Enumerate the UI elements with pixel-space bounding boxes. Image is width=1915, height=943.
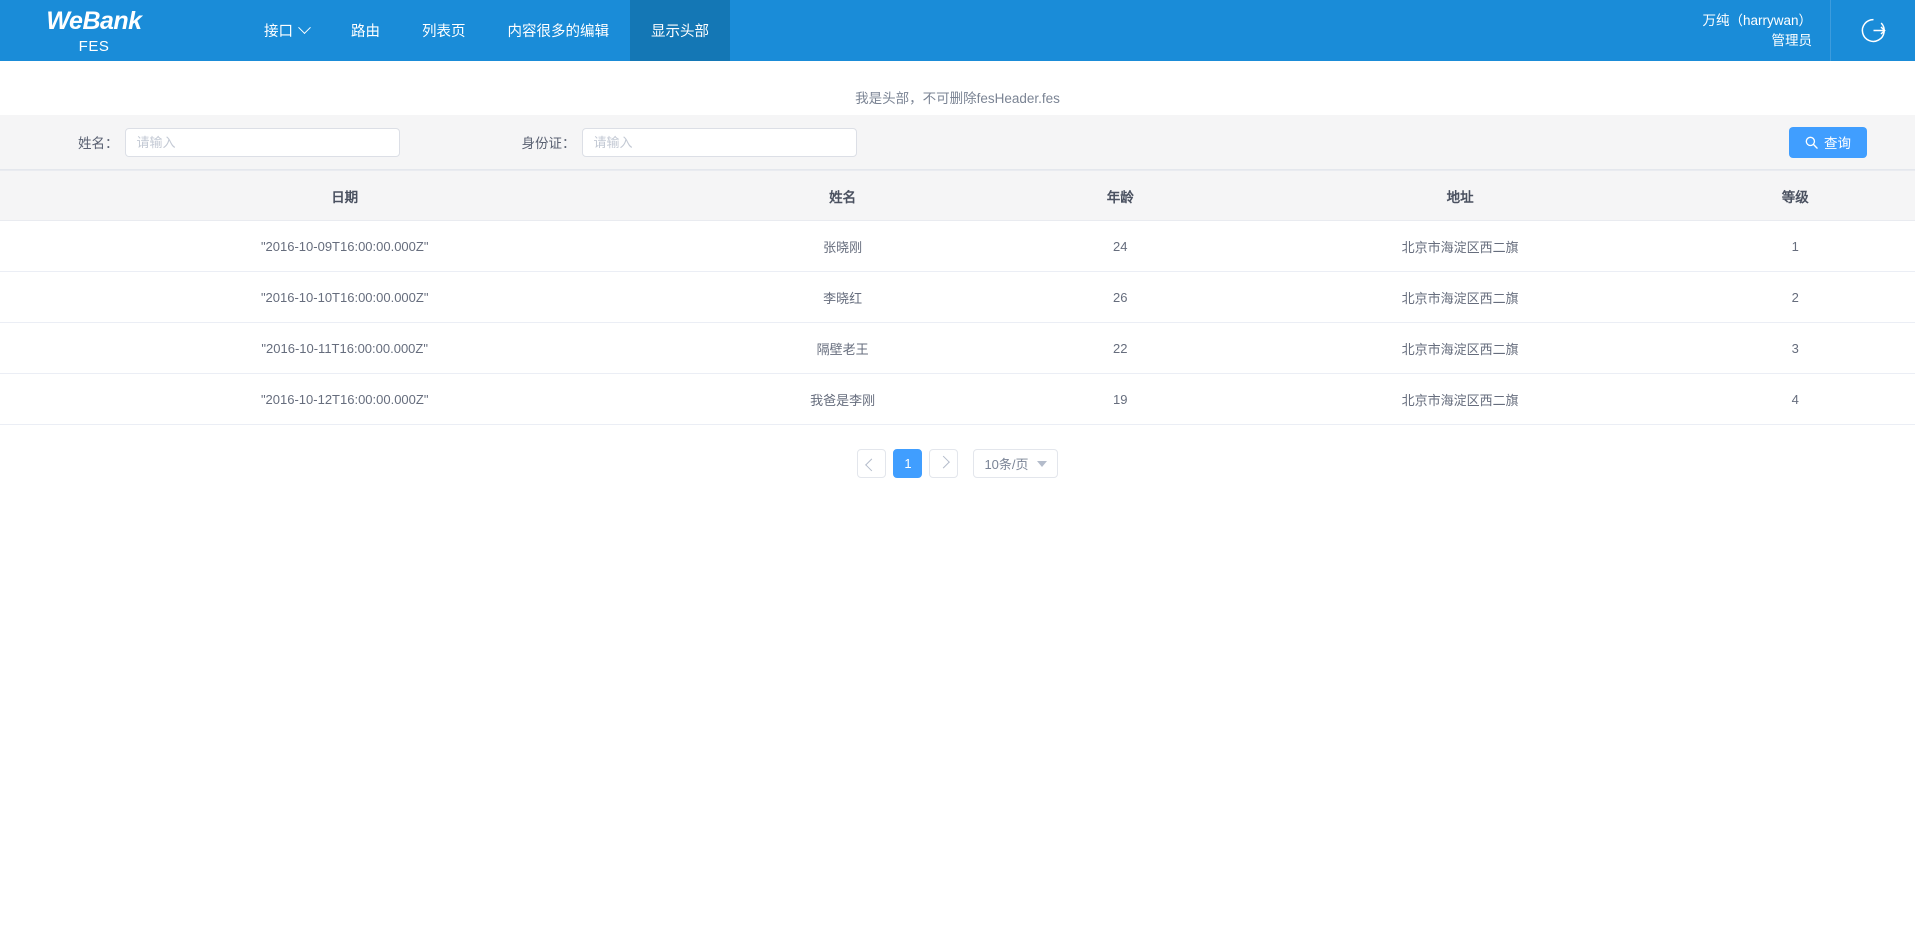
nav-item-label: 列表页 xyxy=(422,24,466,40)
nav-item-list-page[interactable]: 列表页 xyxy=(401,0,487,61)
filter-field-id-card: 身份证： xyxy=(521,127,857,157)
cell-name: 张晓刚 xyxy=(689,220,996,272)
table-row[interactable]: "2016-10-11T16:00:00.000Z" 隔壁老王 22 北京市海淀… xyxy=(0,322,1915,374)
chevron-down-icon xyxy=(298,21,311,35)
logout-button[interactable] xyxy=(1831,0,1915,61)
column-header-name[interactable]: 姓名 xyxy=(689,170,996,221)
cell-address: 北京市海淀区西二旗 xyxy=(1244,373,1676,425)
user-name: 万纯（harrywan） xyxy=(1702,12,1812,28)
cell-level: 3 xyxy=(1675,322,1915,374)
table-header-row: 日期 姓名 年龄 地址 等级 xyxy=(0,170,1915,221)
cell-age: 22 xyxy=(995,322,1245,374)
column-header-level[interactable]: 等级 xyxy=(1675,170,1915,221)
table-row[interactable]: "2016-10-10T16:00:00.000Z" 李晓红 26 北京市海淀区… xyxy=(0,271,1915,323)
cell-name: 隔壁老王 xyxy=(689,322,996,374)
nav-item-rich-editor[interactable]: 内容很多的编辑 xyxy=(487,0,631,61)
brand-logo-text: WeBank xyxy=(46,7,142,35)
cell-address: 北京市海淀区西二旗 xyxy=(1244,271,1676,323)
nav-item-show-header[interactable]: 显示头部 xyxy=(630,0,730,61)
name-field-label: 姓名： xyxy=(78,136,119,151)
nav-item-label: 内容很多的编辑 xyxy=(507,24,610,40)
cell-address: 北京市海淀区西二旗 xyxy=(1244,220,1676,272)
pagination: 1 10条/页 xyxy=(0,449,1915,478)
logout-icon xyxy=(1861,18,1886,43)
nav-items-list: 接口 路由 列表页 内容很多的编辑 显示头部 xyxy=(243,0,730,61)
chevron-right-icon xyxy=(937,455,951,469)
nav-item-label: 接口 xyxy=(264,24,293,40)
cell-level: 1 xyxy=(1675,220,1915,272)
cell-date: "2016-10-10T16:00:00.000Z" xyxy=(0,271,690,323)
pagination-page-1[interactable]: 1 xyxy=(893,449,923,478)
top-navigation-bar: WeBank FES 接口 路由 列表页 内容很多的编辑 显示头部 万纯（har… xyxy=(0,0,1915,61)
table-row[interactable]: "2016-10-12T16:00:00.000Z" 我爸是李刚 19 北京市海… xyxy=(0,373,1915,425)
user-role: 管理员 xyxy=(1771,32,1813,48)
search-button-label: 查询 xyxy=(1824,136,1851,151)
nav-item-label: 路由 xyxy=(351,24,380,40)
filter-toolbar: 姓名： 身份证： 查询 xyxy=(0,115,1915,170)
chevron-left-icon xyxy=(865,458,879,472)
cell-date: "2016-10-12T16:00:00.000Z" xyxy=(0,373,690,425)
brand-subtitle: FES xyxy=(78,38,110,55)
page-size-select[interactable]: 10条/页 xyxy=(973,449,1058,478)
search-button[interactable]: 查询 xyxy=(1789,126,1867,158)
table-body: "2016-10-09T16:00:00.000Z" 张晓刚 24 北京市海淀区… xyxy=(0,220,1915,425)
cell-level: 4 xyxy=(1675,373,1915,425)
user-info-block[interactable]: 万纯（harrywan） 管理员 xyxy=(1702,0,1831,61)
nav-spacer xyxy=(730,0,1702,61)
id-card-input[interactable] xyxy=(581,127,857,157)
search-icon xyxy=(1805,136,1818,149)
cell-name: 李晓红 xyxy=(689,271,996,323)
cell-age: 26 xyxy=(995,271,1245,323)
brand-logo-block[interactable]: WeBank FES xyxy=(0,0,188,61)
caret-down-icon xyxy=(1036,460,1047,467)
cell-address: 北京市海淀区西二旗 xyxy=(1244,322,1676,374)
table-head: 日期 姓名 年龄 地址 等级 xyxy=(0,170,1915,221)
pagination-next-button[interactable] xyxy=(929,449,959,478)
data-table-container: 日期 姓名 年龄 地址 等级 "2016-10-09T16:00:00.000Z… xyxy=(0,170,1915,425)
filter-field-name: 姓名： xyxy=(78,127,400,157)
column-header-address[interactable]: 地址 xyxy=(1244,170,1676,221)
id-card-field-label: 身份证： xyxy=(521,136,576,151)
pagination-prev-button[interactable] xyxy=(857,449,887,478)
nav-item-label: 显示头部 xyxy=(651,24,709,40)
cell-date: "2016-10-09T16:00:00.000Z" xyxy=(0,220,690,272)
header-notice-text: 我是头部，不可删除fesHeader.fes xyxy=(0,79,1915,115)
nav-item-route[interactable]: 路由 xyxy=(330,0,401,61)
cell-age: 19 xyxy=(995,373,1245,425)
cell-age: 24 xyxy=(995,220,1245,272)
column-header-age[interactable]: 年龄 xyxy=(995,170,1245,221)
cell-name: 我爸是李刚 xyxy=(689,373,996,425)
column-header-date[interactable]: 日期 xyxy=(0,170,690,221)
name-input[interactable] xyxy=(124,127,400,157)
table-row[interactable]: "2016-10-09T16:00:00.000Z" 张晓刚 24 北京市海淀区… xyxy=(0,220,1915,272)
nav-item-interface[interactable]: 接口 xyxy=(243,0,330,61)
cell-date: "2016-10-11T16:00:00.000Z" xyxy=(0,322,690,374)
cell-level: 2 xyxy=(1675,271,1915,323)
page-size-label: 10条/页 xyxy=(984,457,1029,472)
data-table: 日期 姓名 年龄 地址 等级 "2016-10-09T16:00:00.000Z… xyxy=(0,170,1915,425)
